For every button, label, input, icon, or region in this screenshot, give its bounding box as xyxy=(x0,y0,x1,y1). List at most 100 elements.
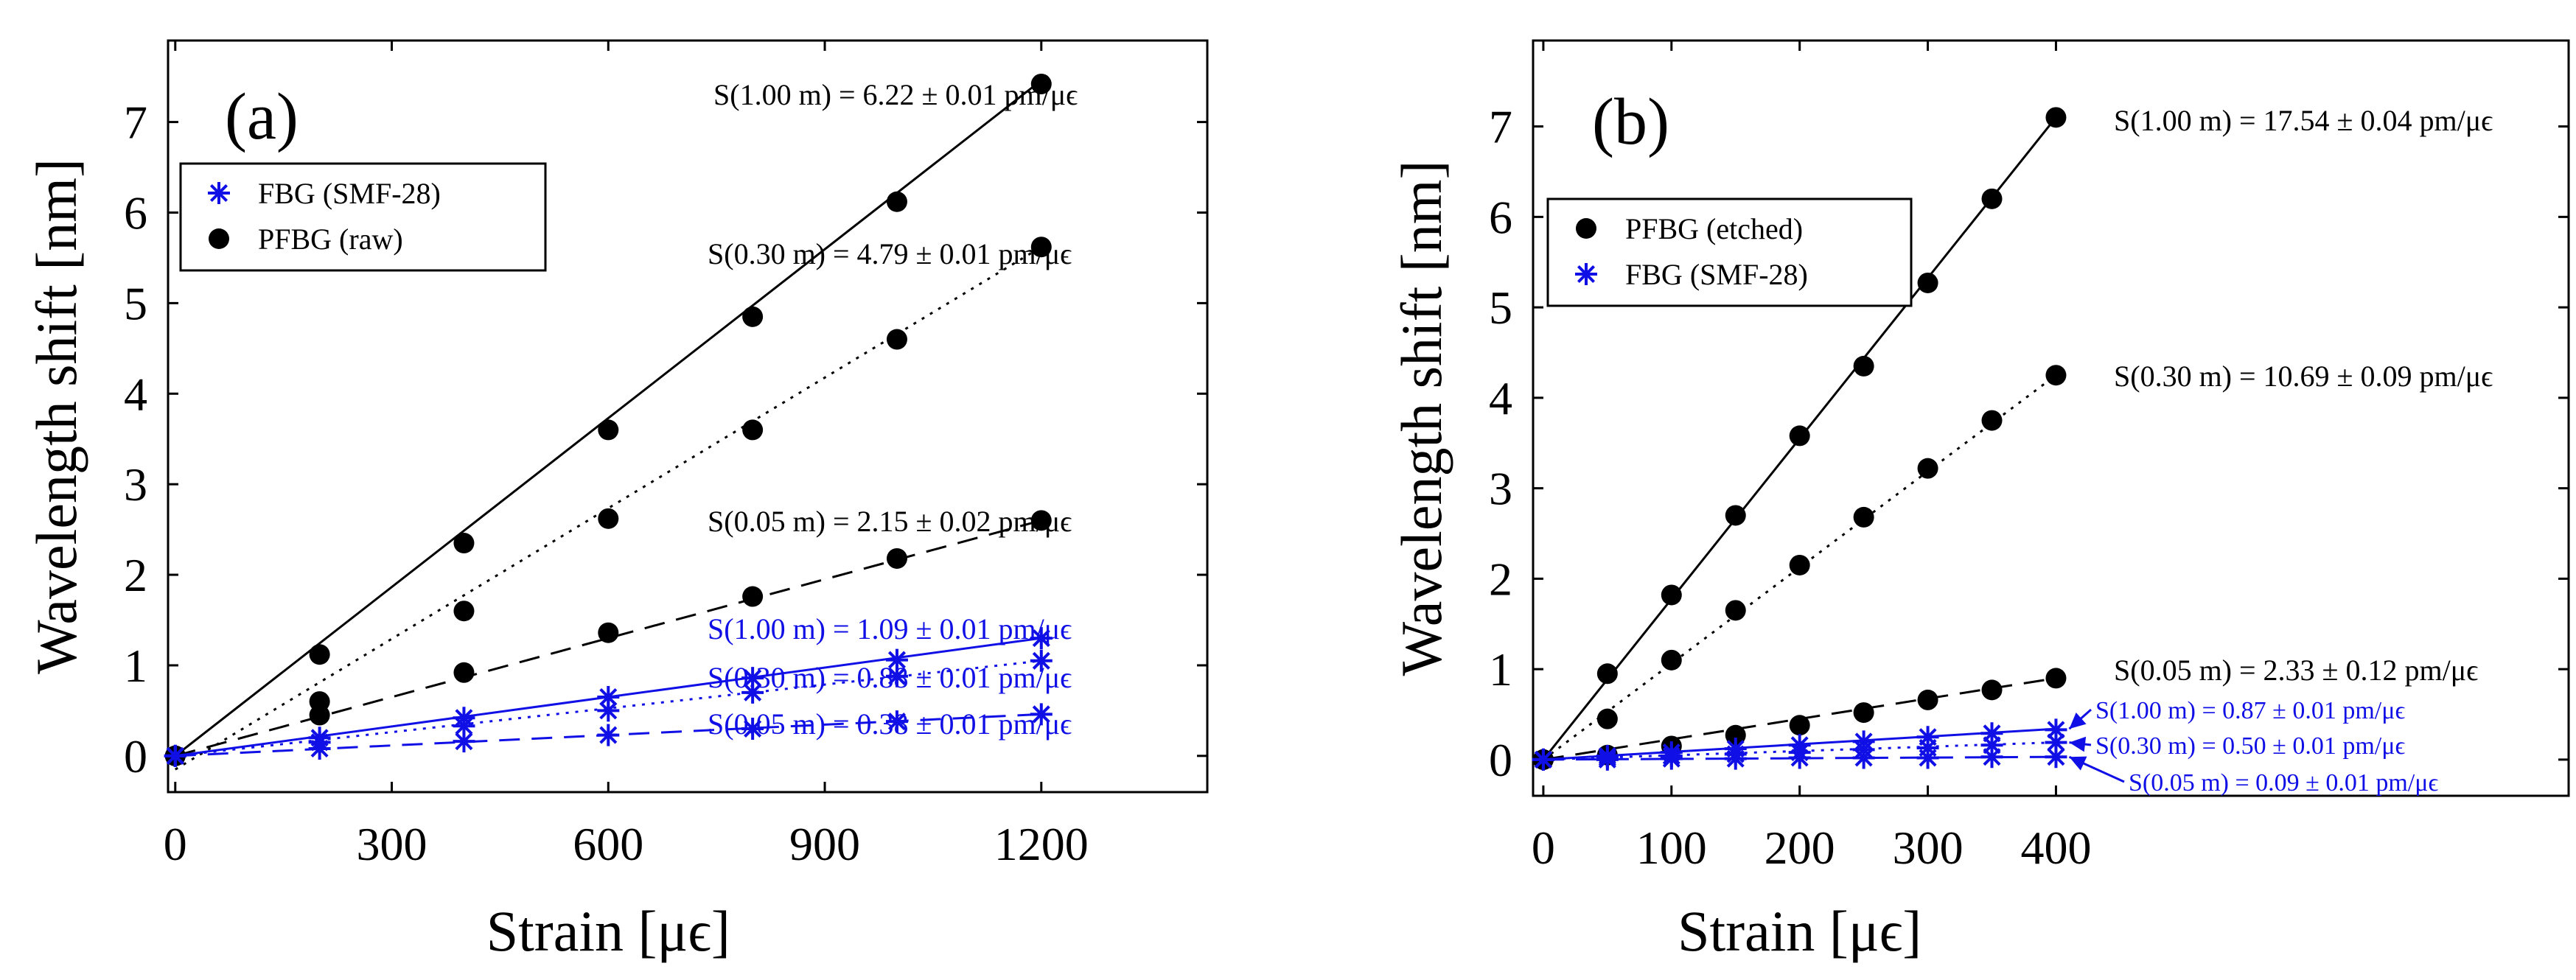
annotation-arrowhead xyxy=(2069,713,2087,729)
y-tick-label: 3 xyxy=(1489,463,1512,515)
fit-line xyxy=(1543,374,2057,761)
legend-marker-star xyxy=(1575,263,1597,285)
x-tick-label: 900 xyxy=(789,818,860,870)
data-point xyxy=(1030,627,1053,650)
x-tick-label: 300 xyxy=(1893,822,1964,874)
data-point xyxy=(1788,746,1811,769)
x-tick-label: 200 xyxy=(1765,822,1835,874)
data-point xyxy=(1917,458,1938,479)
data-point xyxy=(1917,272,1938,293)
data-point xyxy=(2045,365,2067,386)
sensitivity-annotation: S(0.05 m) = 2.33 ± 0.12 pm/μϵ xyxy=(2114,654,2478,687)
legend-marker-dot xyxy=(1576,218,1596,239)
y-tick-label: 7 xyxy=(124,97,147,149)
x-axis-label: Strain [μϵ] xyxy=(486,899,730,963)
data-point xyxy=(2045,718,2067,741)
plot-frame xyxy=(167,39,1209,794)
data-point xyxy=(1596,708,1618,729)
data-point xyxy=(1916,746,1939,769)
y-tick-label: 0 xyxy=(1489,734,1512,786)
data-point xyxy=(741,681,764,704)
data-point xyxy=(741,717,764,740)
x-tick-label: 600 xyxy=(573,818,643,870)
legend-entry: PFBG (etched) xyxy=(1625,212,1803,245)
data-point xyxy=(309,644,330,665)
sensitivity-annotation: S(0.05 m) = 2.15 ± 0.02 pm/μϵ xyxy=(708,505,1072,538)
data-point xyxy=(597,685,620,708)
annotation-arrowhead xyxy=(2069,756,2087,771)
data-point xyxy=(2045,107,2067,128)
legend-box xyxy=(179,162,547,272)
data-point xyxy=(885,665,908,687)
annotation-arrowhead xyxy=(2069,736,2087,752)
legend-marker-dot xyxy=(209,228,229,249)
x-axis-label: Strain [μϵ] xyxy=(1678,899,1921,963)
y-tick-label: 5 xyxy=(124,277,147,329)
data-point xyxy=(597,699,620,722)
legend-entry: FBG (SMF-28) xyxy=(1625,258,1808,291)
legend: FBG (SMF-28) PFBG (raw) xyxy=(179,162,547,272)
legend-box xyxy=(1546,197,1913,307)
data-point xyxy=(597,724,620,746)
y-tick-label: 1 xyxy=(124,640,147,692)
data-point xyxy=(598,419,619,441)
data-point xyxy=(886,547,907,569)
x-tick-label: 400 xyxy=(2020,822,2091,874)
series-fbg-smf-28-0-05-m: S(0.05 m) = 0.09 ± 0.01 pm/μϵ xyxy=(1532,746,2438,797)
data-point xyxy=(1980,734,2003,757)
data-point xyxy=(2045,668,2067,689)
sensitivity-annotation: S(1.00 m) = 1.09 ± 0.01 pm/μϵ xyxy=(708,612,1072,645)
y-tick-label: 2 xyxy=(124,549,147,601)
data-point xyxy=(742,586,764,607)
sensitivity-annotation: S(1.00 m) = 6.22 ± 0.01 pm/μϵ xyxy=(713,78,1078,111)
y-axis-label: Wavelength shift [nm] xyxy=(1389,161,1453,676)
data-point xyxy=(1030,237,1052,258)
data-point xyxy=(1980,722,2003,745)
data-point xyxy=(2045,746,2067,769)
data-point xyxy=(453,601,475,622)
data-point xyxy=(1724,747,1747,770)
data-point xyxy=(1661,649,1682,671)
sensitivity-annotation: S(0.30 m) = 10.69 ± 0.09 pm/μϵ xyxy=(2114,360,2493,393)
y-tick-label: 1 xyxy=(1489,643,1512,696)
data-point xyxy=(453,715,475,738)
data-point xyxy=(164,744,186,767)
plot-frame xyxy=(1532,39,2570,797)
sensitivity-annotation: S(0.30 m) = 4.79 ± 0.01 pm/μϵ xyxy=(708,237,1072,270)
data-point xyxy=(1981,679,2003,701)
y-tick-label: 6 xyxy=(1489,191,1512,243)
data-point xyxy=(1981,188,2003,209)
data-point xyxy=(1725,724,1746,746)
data-point xyxy=(1596,663,1618,685)
data-point xyxy=(598,622,619,643)
y-tick-label: 5 xyxy=(1489,281,1512,334)
data-point xyxy=(1980,746,2003,769)
series-pfbg-etched-0-05-m: S(0.05 m) = 2.33 ± 0.12 pm/μϵ xyxy=(1532,654,2478,770)
data-point xyxy=(742,419,764,441)
x-tick-label: 0 xyxy=(1532,822,1555,874)
x-tick-label: 100 xyxy=(1636,822,1707,874)
data-point xyxy=(453,533,475,554)
x-tick-label: 1200 xyxy=(994,818,1089,870)
legend: PFBG (etched) FBG (SMF-28) xyxy=(1546,197,1913,307)
data-point xyxy=(1661,584,1682,606)
data-point xyxy=(1660,747,1683,770)
series-pfbg-raw-0-05-m: S(0.05 m) = 2.15 ± 0.02 pm/μϵ xyxy=(164,505,1072,766)
data-point xyxy=(1853,506,1874,528)
y-axis-label: Wavelength shift [nm] xyxy=(24,158,88,674)
y-tick-label: 6 xyxy=(124,186,147,239)
sensitivity-annotation: S(0.05 m) = 0.09 ± 0.01 pm/μϵ xyxy=(2129,769,2438,797)
panel-label: (b) xyxy=(1592,85,1669,158)
data-point xyxy=(309,704,330,726)
y-tick-label: 0 xyxy=(124,730,147,783)
data-point xyxy=(885,710,908,733)
data-point xyxy=(1030,703,1053,726)
x-tick-label: 300 xyxy=(357,818,427,870)
data-point xyxy=(1981,410,2003,431)
data-point xyxy=(1853,702,1874,724)
data-point xyxy=(885,648,908,671)
data-point xyxy=(1789,425,1810,447)
chart-panel-b: 0 100 200 300 400 0 1 2 3 4 5 6 7 Strain [μϵ] Waveleng… xyxy=(1389,39,2570,963)
legend-entry: FBG (SMF-28) xyxy=(258,177,441,210)
data-point xyxy=(453,730,475,753)
